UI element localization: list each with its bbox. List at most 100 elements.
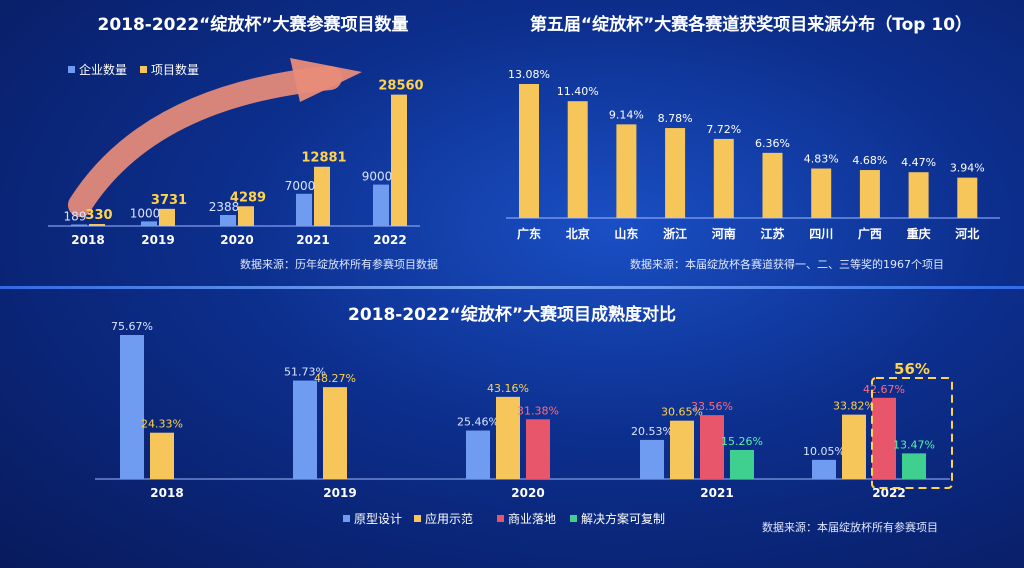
label-prototype: 51.73%	[284, 366, 326, 379]
bar-demo	[496, 396, 520, 479]
source-note: 数据来源：本届绽放杯所有参赛项目	[762, 520, 938, 534]
bar-projects	[314, 166, 330, 226]
label-region: 6.36%	[755, 137, 790, 150]
bar-demo	[150, 432, 174, 479]
legend-swatch-projects	[140, 66, 147, 73]
bar-demo	[670, 420, 694, 479]
bar-solution	[730, 449, 754, 479]
bar-prototype	[640, 439, 664, 479]
bar-prototype	[120, 335, 144, 479]
growth-arrow	[68, 66, 342, 217]
x-tick-label: 2018	[71, 233, 104, 247]
bar-region	[957, 177, 978, 218]
label-enterprise: 1000	[130, 206, 161, 220]
x-tick-label: 2019	[323, 486, 356, 500]
growth-arrow-head	[290, 58, 362, 102]
x-tick-label: 2021	[700, 486, 733, 500]
bar-enterprise	[141, 221, 157, 226]
label-demo: 24.33%	[141, 418, 183, 431]
bar-commercial	[872, 397, 896, 479]
x-tick-label: 2018	[150, 486, 183, 500]
label-region: 13.08%	[508, 68, 550, 81]
label-demo: 30.65%	[661, 406, 703, 419]
bar-prototype	[466, 430, 490, 479]
legend-label: 解决方案可复制	[581, 511, 665, 526]
bar-region	[665, 128, 686, 218]
chart-maturity-panel: 2018-2022“绽放杯”大赛项目成熟度对比 75.67% 24.33% 2018 5…	[0, 291, 1024, 568]
label-commercial: 33.56%	[691, 400, 733, 413]
bar-region	[859, 170, 880, 218]
bar-region	[908, 172, 929, 218]
label-enterprise: 2388	[209, 200, 240, 214]
legend-label: 应用示范	[425, 511, 473, 526]
label-region: 9.14%	[609, 108, 644, 121]
label-commercial: 42.67%	[863, 383, 905, 396]
x-tick-label: 2020	[511, 486, 544, 500]
legend-swatch	[497, 515, 504, 522]
bar-commercial	[700, 415, 724, 479]
label-projects: 28560	[378, 79, 423, 94]
bar-projects	[238, 206, 254, 226]
chart-participation-panel: 2018-2022“绽放杯”大赛参赛项目数量 企业数量 项目数量 189 330 2018…	[0, 0, 506, 285]
label-demo: 33.82%	[833, 400, 875, 413]
label-prototype: 75.67%	[111, 320, 153, 333]
label-projects: 12881	[301, 151, 346, 166]
label-commercial: 31.38%	[517, 404, 559, 417]
bar-region	[762, 152, 783, 218]
label-region: 11.40%	[557, 85, 599, 98]
divider	[0, 286, 1024, 289]
x-tick-label: 2021	[296, 233, 329, 247]
label-prototype: 10.05%	[803, 445, 845, 458]
bar-region	[713, 138, 734, 218]
legend-label: 商业落地	[508, 511, 556, 526]
x-tick-label: 四川	[809, 227, 833, 241]
bar-enterprise	[373, 184, 389, 226]
chart-title: 2018-2022“绽放杯”大赛项目成熟度对比	[348, 304, 676, 325]
bar-solution	[902, 453, 926, 479]
label-prototype: 20.53%	[631, 425, 673, 438]
label-region: 8.78%	[658, 112, 693, 125]
bar-enterprise	[71, 224, 87, 226]
legend-label: 原型设计	[354, 512, 402, 526]
label-projects: 3731	[151, 193, 187, 208]
x-tick-label: 2020	[220, 233, 253, 247]
bar-projects	[159, 208, 175, 226]
source-note: 数据来源：本届绽放杯各赛道获得一、二、三等奖的1967个项目	[630, 257, 944, 271]
legend-swatch-enterprise	[68, 66, 75, 73]
bar-region	[616, 124, 637, 218]
bar-projects	[391, 94, 407, 227]
label-demo: 48.27%	[314, 372, 356, 385]
label-region: 3.94%	[950, 162, 985, 175]
bar-demo	[842, 414, 866, 479]
label-region: 7.72%	[706, 123, 741, 136]
chart-region: 第五届“绽放杯”大赛各赛道获奖项目来源分布（Top 10） 13.08% 广东 11.…	[506, 14, 1000, 271]
bar-commercial	[526, 419, 550, 479]
legend-label-projects: 项目数量	[151, 62, 199, 77]
chart-title: 第五届“绽放杯”大赛各赛道获奖项目来源分布（Top 10）	[530, 14, 972, 35]
label-enterprise: 9000	[362, 170, 393, 184]
label-demo: 43.16%	[487, 382, 529, 395]
legend-label-enterprise: 企业数量	[79, 62, 127, 77]
bar-projects	[89, 224, 105, 226]
x-tick-label: 江苏	[760, 226, 784, 241]
legend-swatch	[414, 515, 421, 522]
bar-enterprise	[296, 193, 312, 226]
label-enterprise: 7000	[285, 179, 316, 193]
x-tick-label: 山东	[614, 226, 638, 241]
label-solution: 13.47%	[893, 438, 935, 451]
chart-title: 2018-2022“绽放杯”大赛参赛项目数量	[97, 14, 408, 35]
highlight-label: 56%	[894, 360, 930, 378]
chart-maturity: 2018-2022“绽放杯”大赛项目成熟度对比 75.67% 24.33% 2018 5…	[95, 304, 953, 534]
x-tick-label: 重庆	[907, 226, 931, 241]
label-region: 4.83%	[804, 153, 839, 166]
x-tick-label: 北京	[566, 226, 590, 241]
label-enterprise: 189	[64, 210, 87, 224]
bar-prototype	[812, 459, 836, 479]
x-tick-label: 河南	[711, 226, 736, 241]
chart-region-panel: 第五届“绽放杯”大赛各赛道获奖项目来源分布（Top 10） 13.08% 广东 11.…	[506, 0, 1024, 285]
label-solution: 15.26%	[721, 435, 763, 448]
legend-swatch	[570, 515, 577, 522]
source-note: 数据来源：历年绽放杯所有参赛项目数据	[240, 257, 438, 271]
bar-enterprise	[220, 215, 236, 226]
x-tick-label: 2019	[141, 233, 174, 247]
